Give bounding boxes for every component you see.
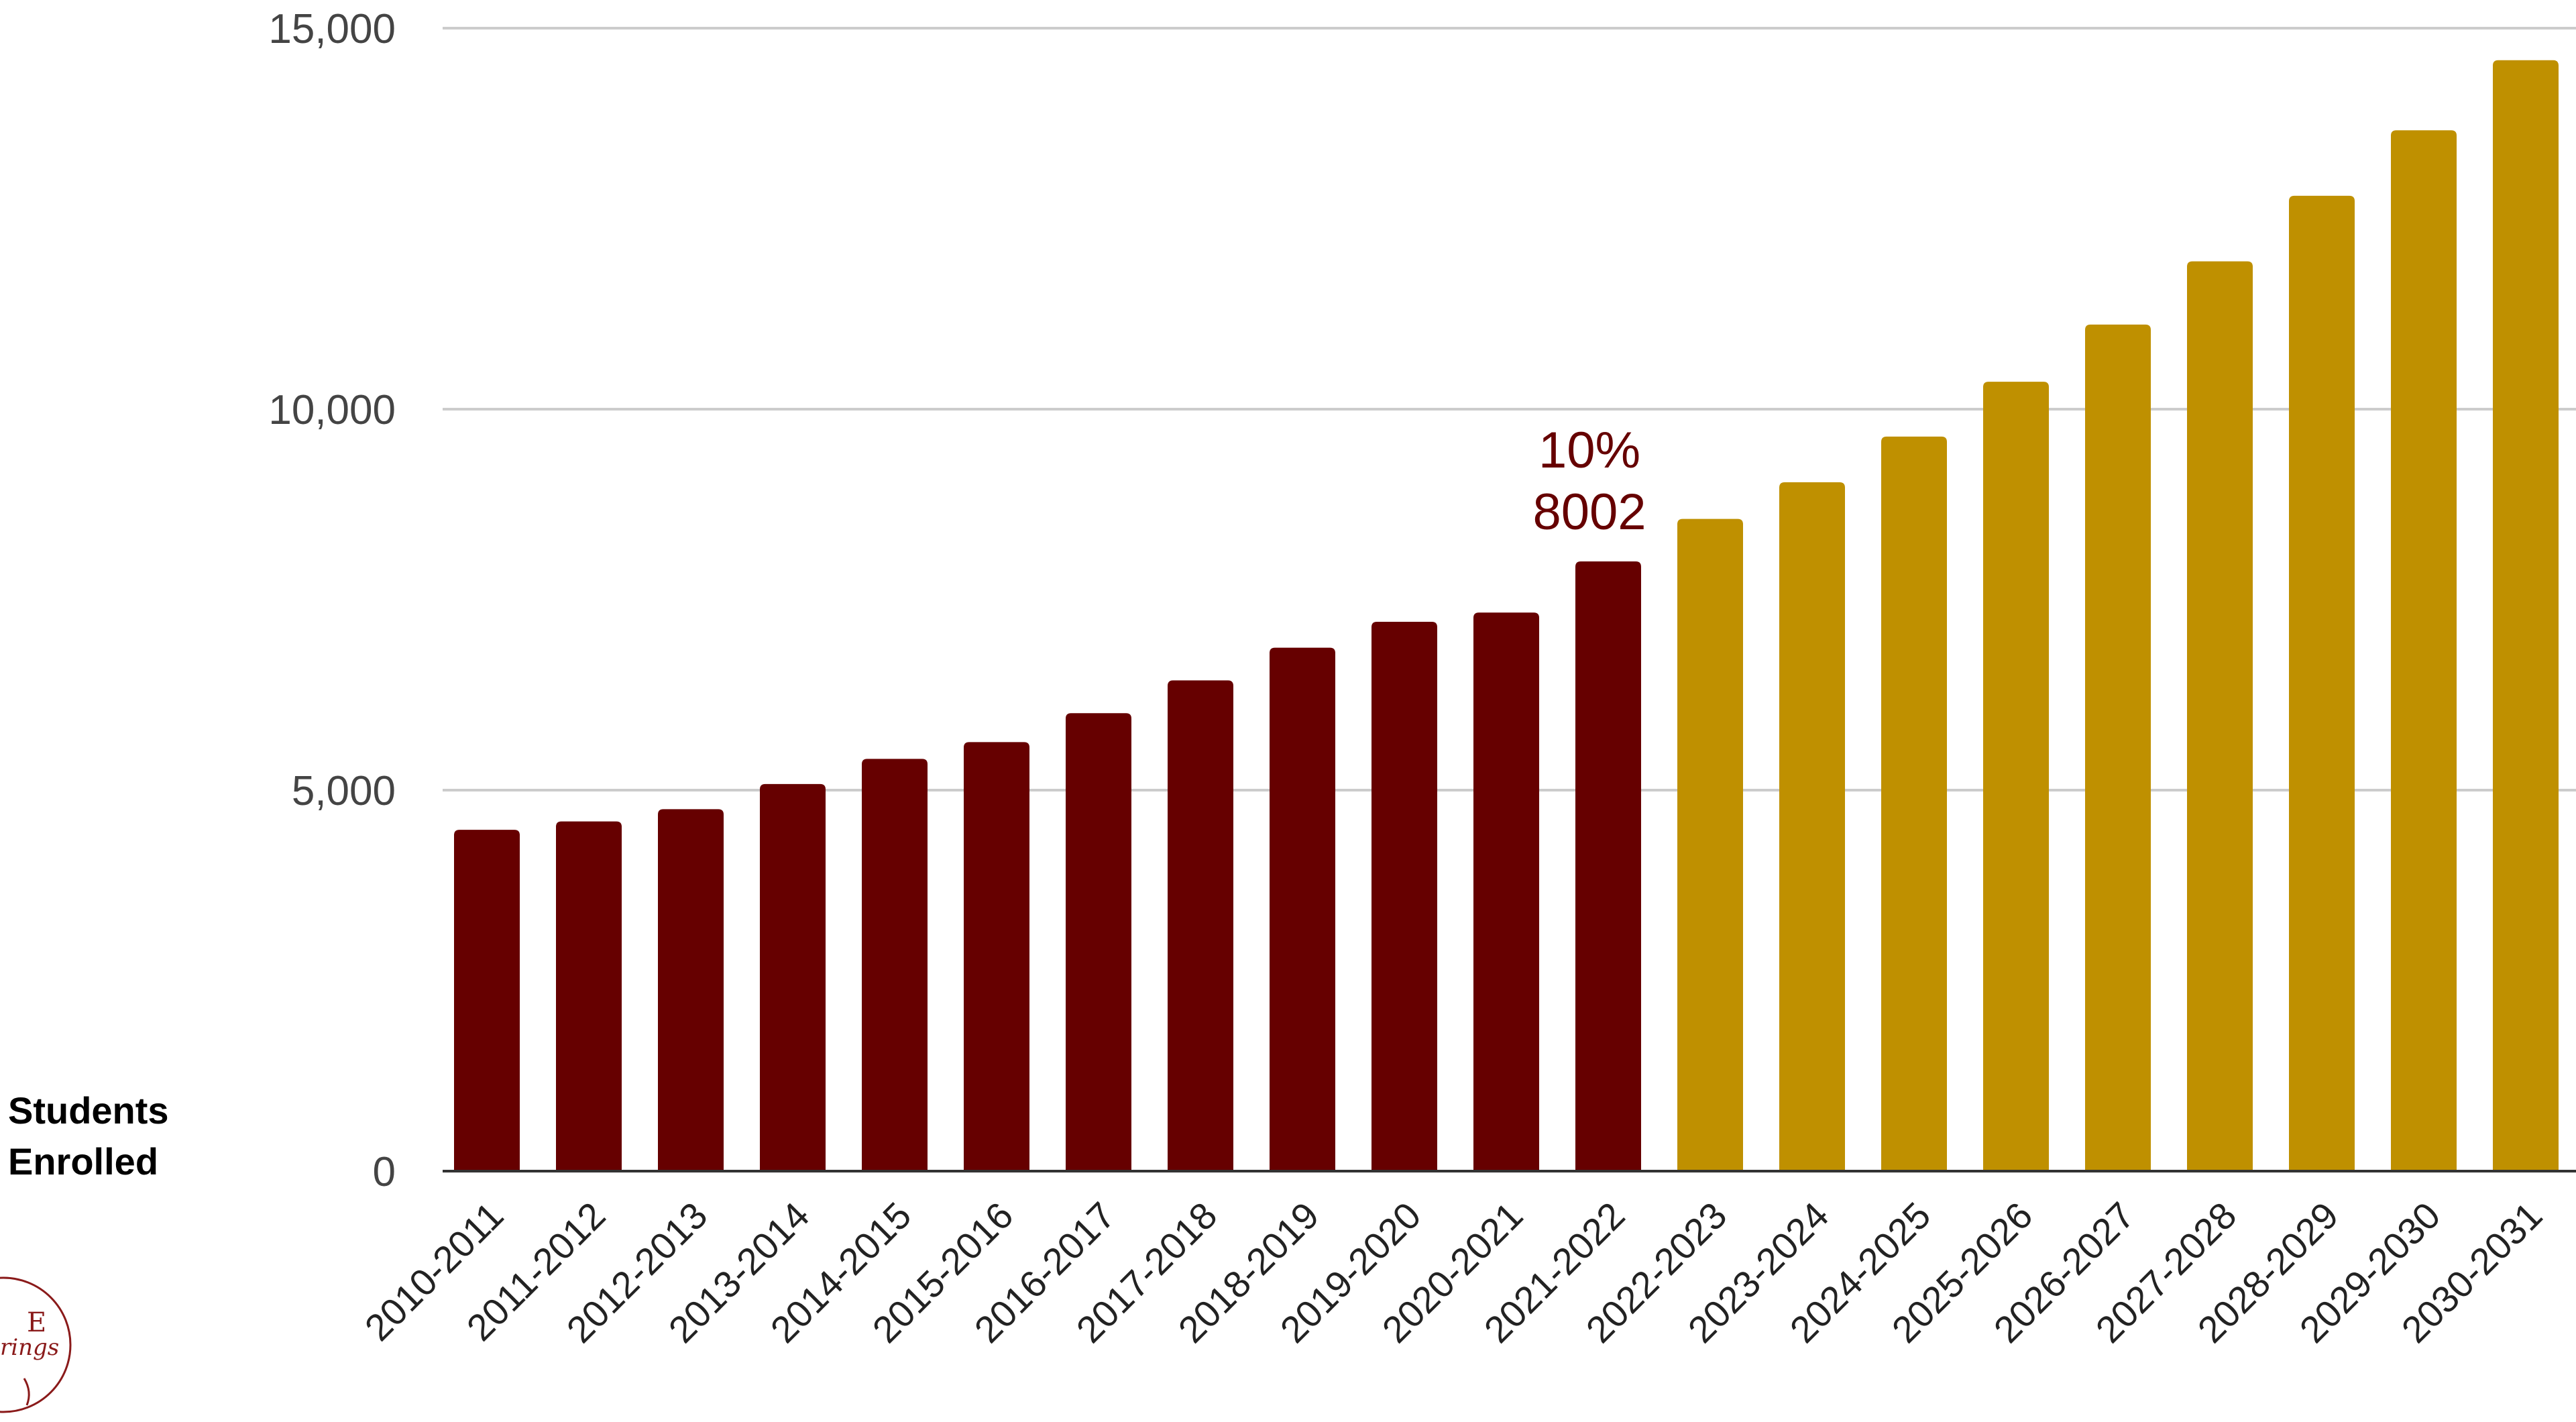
- bar-2016-2017: [1066, 713, 1131, 1171]
- y-tick-label: 10,000: [268, 387, 396, 433]
- y-tick-label: 5,000: [292, 768, 396, 814]
- bar-2028-2029: [2289, 195, 2355, 1171]
- y-axis-label-line-1: Students: [8, 1089, 169, 1132]
- bar-2020-2021: [1473, 612, 1539, 1171]
- bar-annotation: 10% 8002: [1532, 422, 1646, 541]
- bar-2022-2023: [1677, 518, 1743, 1171]
- bar-2019-2020: [1371, 621, 1437, 1171]
- bar-2023-2024: [1779, 482, 1845, 1171]
- bar-2010-2011: [454, 830, 520, 1171]
- annotation-value: 8002: [1532, 484, 1646, 541]
- bar-2029-2030: [2391, 130, 2457, 1171]
- bar-2018-2019: [1270, 647, 1335, 1171]
- bar-2011-2012: [556, 821, 622, 1171]
- logo-script: rings: [0, 1334, 59, 1361]
- bar-2030-2031: [2493, 60, 2559, 1171]
- bar-2017-2018: [1168, 680, 1233, 1171]
- y-tick-label: 15,000: [268, 6, 396, 52]
- bar-2027-2028: [2187, 261, 2253, 1172]
- bar-2026-2027: [2085, 324, 2151, 1171]
- x-tick-labels: 2010-20112011-20122012-20132013-20142014…: [357, 1194, 2551, 1351]
- y-axis-label-line-2: Enrolled: [8, 1140, 159, 1183]
- bar-2014-2015: [862, 759, 928, 1171]
- bar-2015-2016: [964, 742, 1029, 1171]
- bar-2012-2013: [658, 809, 724, 1171]
- bar-2021-2022: [1575, 561, 1641, 1171]
- y-axis-label: Students Enrolled: [8, 1085, 169, 1187]
- y-tick-label: 0: [373, 1149, 396, 1195]
- bar-2024-2025: [1881, 436, 1947, 1171]
- annotation-percent: 10%: [1538, 422, 1640, 479]
- bar-2013-2014: [760, 783, 826, 1171]
- bars: [454, 60, 2559, 1172]
- y-tick-labels: 0 5,000 10,000 15,000: [268, 6, 396, 1195]
- seal-logo-icon: E rings: [0, 1276, 72, 1413]
- bar-2025-2026: [1983, 382, 2049, 1171]
- logo-letter: E: [27, 1307, 46, 1338]
